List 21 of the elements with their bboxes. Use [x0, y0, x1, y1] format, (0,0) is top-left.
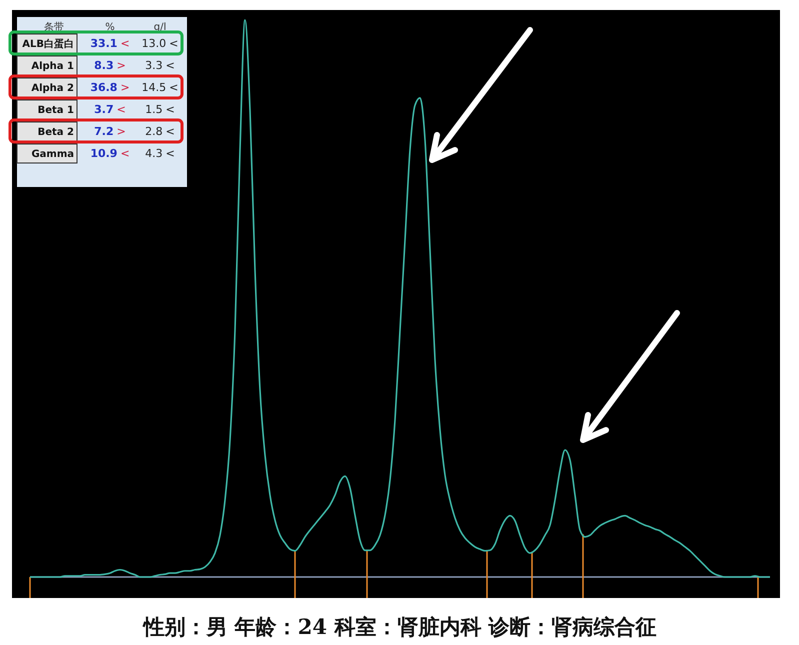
annotation: Alpha 1	[31, 61, 74, 72]
annotation: 2.8 <	[145, 125, 175, 138]
annotation: 3.7 <	[94, 103, 126, 116]
annotation: 33.1 <	[90, 37, 130, 50]
annotation: ALB白蛋白	[22, 38, 74, 50]
annotation: 10.9 <	[90, 147, 130, 160]
annotation: 14.5 <	[142, 81, 178, 94]
annotation: 36.8 >	[90, 81, 130, 94]
annotation: %	[105, 22, 115, 33]
annotation: 8.3 >	[94, 59, 126, 72]
annotation: 3.3 <	[145, 59, 175, 72]
annotation: 4.3 <	[145, 147, 175, 160]
annotation: Beta 2	[38, 127, 74, 138]
annotation: Beta 1	[38, 105, 74, 116]
annotation: 条带	[44, 21, 64, 33]
annotation: 1.5 <	[145, 103, 175, 116]
text: 性别：男 年龄：24 科室：肾脏内科 诊断：肾病综合征	[141, 614, 657, 639]
annotation: 13.0 <	[142, 37, 178, 50]
annotation: Alpha 2	[31, 83, 74, 94]
annotation: Gamma	[31, 149, 74, 160]
annotation: 7.2 >	[94, 125, 126, 138]
